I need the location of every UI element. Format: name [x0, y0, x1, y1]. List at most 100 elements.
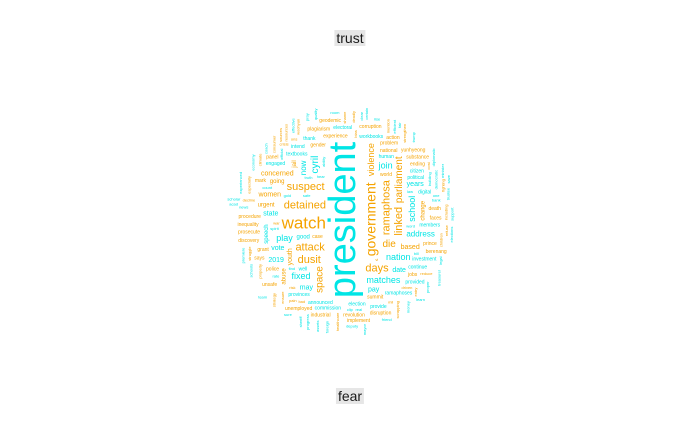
word-fear: risk [289, 285, 295, 290]
word-trust: provided [405, 279, 424, 285]
word-fear: substance [406, 155, 429, 161]
group-label-trust: trust [334, 30, 366, 46]
word-trust: provinces [288, 292, 310, 298]
word-trust: nation [386, 252, 411, 262]
word-trust: real [355, 307, 362, 312]
word-trust: legal [438, 256, 443, 265]
word-fear: fighting [440, 179, 445, 192]
word-fear: property [257, 264, 262, 279]
word-trust: play [276, 233, 293, 243]
word-trust: rise [374, 116, 381, 121]
word-fear: inequality [237, 222, 259, 228]
word-fear: resources [284, 124, 289, 142]
word-trust: foreign [324, 321, 329, 333]
word-fear: urgent [258, 202, 275, 208]
word-trust: ability [321, 157, 326, 167]
word-trust: acad [229, 201, 238, 206]
word-fear: consumer [272, 135, 277, 153]
word-fear: jobs [407, 272, 418, 278]
word-fear: including [444, 204, 449, 220]
word-trust: years [407, 181, 425, 188]
word-trust: continue [408, 265, 427, 271]
word-trust: news [239, 205, 248, 210]
word-trust: political [407, 175, 424, 181]
word-trust: deputy [346, 323, 358, 328]
word-fear: death [428, 206, 441, 212]
word-fear: summit [367, 295, 384, 301]
word-trust: human [379, 154, 395, 160]
word-fear: woohyun [296, 119, 301, 135]
word-fear: grant [257, 247, 269, 253]
word-fear: gender [310, 143, 326, 149]
word-trust: law [407, 189, 413, 194]
word-trust: bill [414, 251, 419, 256]
word-trust: pray [304, 113, 309, 121]
word-trust: engaged [266, 161, 286, 167]
word-fear: ending [410, 162, 425, 168]
word-fear: violence [366, 143, 376, 176]
word-fear: unsafe [262, 282, 277, 288]
word-fear: discovery [238, 238, 260, 244]
word-fear: women [257, 192, 281, 199]
word-trust: matches [366, 275, 401, 285]
word-trust: gold [284, 193, 292, 198]
word-fear: deadly [351, 111, 356, 123]
word-trust: safe [303, 193, 311, 198]
word-trust: scholar [227, 196, 241, 201]
word-fear: cost [426, 161, 431, 169]
word-trust: save [446, 174, 451, 183]
word-trust: announced [308, 300, 333, 306]
word-trust: learn [416, 297, 425, 302]
word-trust: election [348, 302, 365, 308]
word-fear: geodemic [319, 118, 341, 124]
word-trust: trump [411, 131, 416, 142]
word-fear: days [365, 263, 389, 275]
word-trust: progress [305, 314, 310, 330]
word-fear: government [363, 182, 379, 256]
word-trust: democratic [433, 170, 438, 190]
word-trust: sure [284, 312, 293, 317]
word-trust: school [407, 196, 417, 222]
word-trust: count [262, 185, 273, 190]
word-fear: mention [385, 119, 390, 133]
word-trust: commission [315, 306, 342, 312]
word-fear: youth [287, 248, 294, 265]
word-trust: provide [370, 304, 387, 310]
word-trust: state [263, 210, 278, 217]
word-fear: watch [281, 214, 326, 233]
word-fear: reduce [420, 271, 433, 276]
word-trust: premiere [240, 247, 245, 264]
word-fear: corruption [359, 124, 381, 130]
word-fear: ramaphosa [381, 179, 393, 235]
word-fear: ons [291, 137, 297, 142]
word-trust: minister [440, 163, 445, 178]
word-fear: pain [289, 298, 297, 303]
word-trust: workbooks [359, 134, 383, 140]
word-fear: police [266, 267, 279, 273]
word-trust: one [433, 193, 440, 198]
word-fear: entry [413, 288, 418, 297]
word-trust: coach [264, 143, 269, 154]
word-trust: electoral [333, 125, 352, 131]
word-fear: concerned [261, 170, 294, 177]
word-fear: linked [393, 207, 405, 236]
word-trust: money [406, 301, 411, 313]
word-fear: yunhyeong [401, 147, 426, 153]
word-trust: quality [313, 109, 318, 121]
word-trust: good [297, 235, 310, 241]
word-trust: support [450, 207, 455, 221]
word-trust: official [279, 148, 284, 159]
group-label-fear: fear [335, 388, 365, 404]
word-fear: disruption [370, 311, 392, 317]
word-fear: refuse [444, 224, 449, 236]
word-trust: building [427, 172, 432, 186]
word-trust: hear [317, 174, 326, 179]
word-fear: change [421, 200, 427, 220]
word-fear: detained [284, 200, 326, 212]
word-fear: national [380, 148, 398, 154]
word-fear: strategy [271, 293, 276, 307]
word-fear: revolution [343, 312, 365, 318]
word-trust: cyril [310, 156, 321, 174]
word-fear: industrial [311, 313, 331, 319]
word-trust: speech [264, 224, 270, 243]
